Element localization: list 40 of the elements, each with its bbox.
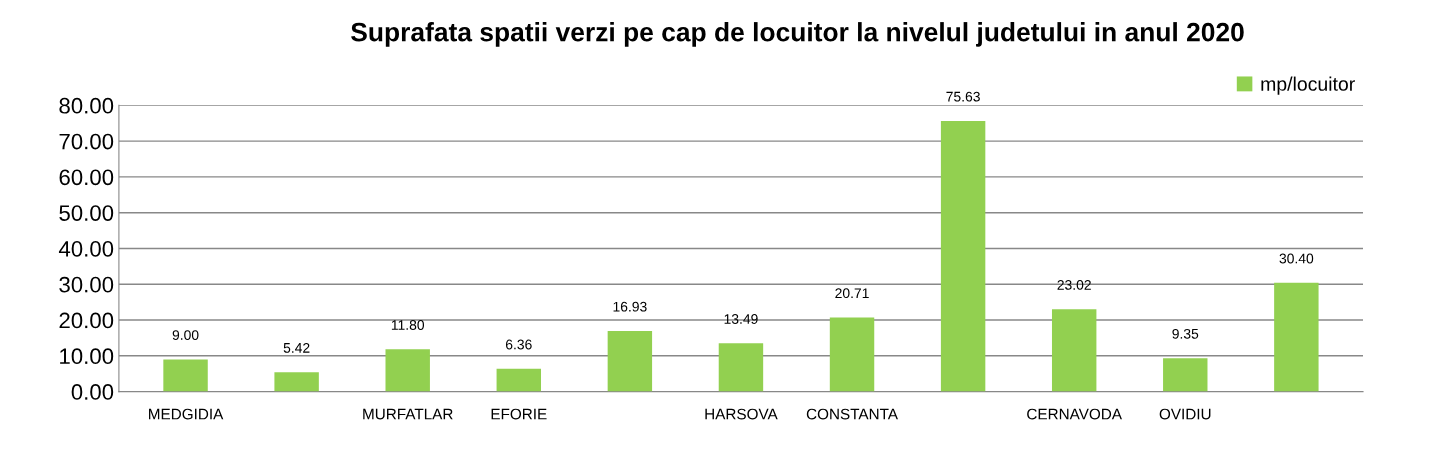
y-tick-label: 0.00 [71,384,114,400]
legend-label: mp/locuitor [1261,76,1355,95]
data-label: 23.02 [1057,279,1091,290]
data-label: 9.00 [172,330,199,340]
bar [1274,282,1319,392]
bar [496,368,542,392]
data-label: 13.49 [724,314,758,324]
y-tick-label: 40.00 [58,241,114,257]
x-tick-label: EFORIE [491,408,547,420]
bar [829,317,875,392]
bar [1051,309,1097,392]
y-tick-label: 60.00 [59,169,114,186]
x-tick-label: MURFATLAR [363,408,453,420]
data-label: 16.93 [613,301,647,312]
bar [607,331,653,392]
data-label: 5.42 [283,342,310,353]
bar [385,349,430,392]
chart-title: Suprafata spatii verzi pe cap de locuitor la nivelul judetului in anul 2020 [351,22,1244,47]
data-label: 11.80 [391,320,425,330]
bar [163,359,208,392]
bar [940,120,986,392]
x-tick-label: CONSTANTA [806,408,898,420]
y-tick-label: 10.00 [60,348,114,365]
y-tick-label: 80.00 [59,97,114,114]
x-tick-label: CERNAVODA [1027,408,1122,420]
x-tick-label: HARSOVA [705,408,778,420]
y-tick-label: 20.00 [59,312,114,329]
data-label: 75.63 [946,91,980,102]
y-tick-label: 50.00 [59,205,114,221]
x-tick-label: OVIDIU [1159,408,1211,420]
data-label: 20.71 [835,288,869,299]
data-label: 6.36 [505,339,532,350]
bar [274,372,319,392]
bar [718,343,764,392]
y-tick-label: 30.00 [59,276,114,293]
data-label: 9.35 [1172,328,1199,339]
y-tick-label: 70.00 [59,133,114,150]
data-label: 30.40 [1279,253,1314,264]
bar [1163,358,1208,392]
x-tick-label: MEDGIDIA [149,408,224,420]
